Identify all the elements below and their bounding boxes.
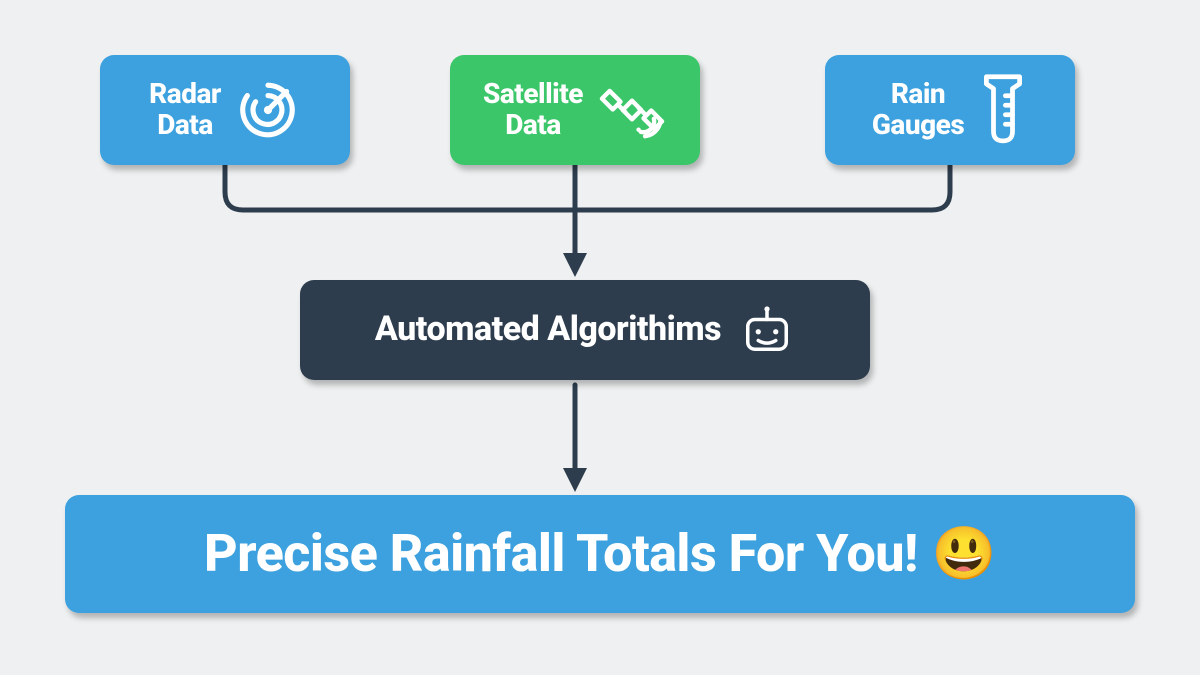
node-gauges-label: RainGauges	[872, 79, 964, 141]
node-rain-gauges: RainGauges	[825, 55, 1075, 165]
node-result-text: Precise Rainfall Totals For You!	[204, 525, 918, 582]
robot-icon	[739, 302, 795, 358]
node-radar-label: RadarData	[149, 79, 221, 141]
diagram-canvas: RadarData SatelliteData	[0, 0, 1200, 675]
smile-emoji-icon: 😃	[932, 525, 996, 582]
node-satellite-data: SatelliteData	[450, 55, 700, 165]
rain-gauge-icon	[978, 72, 1028, 148]
node-result: Precise Rainfall Totals For You! 😃	[65, 495, 1135, 613]
node-radar-data: RadarData	[100, 55, 350, 165]
node-result-label: Precise Rainfall Totals For You! 😃	[204, 525, 996, 582]
node-automated-algorithms: Automated Algorithims	[300, 280, 870, 380]
node-satellite-label: SatelliteData	[483, 79, 583, 141]
satellite-icon	[597, 75, 667, 145]
node-algo-label: Automated Algorithims	[375, 311, 721, 348]
radar-icon	[235, 77, 301, 143]
